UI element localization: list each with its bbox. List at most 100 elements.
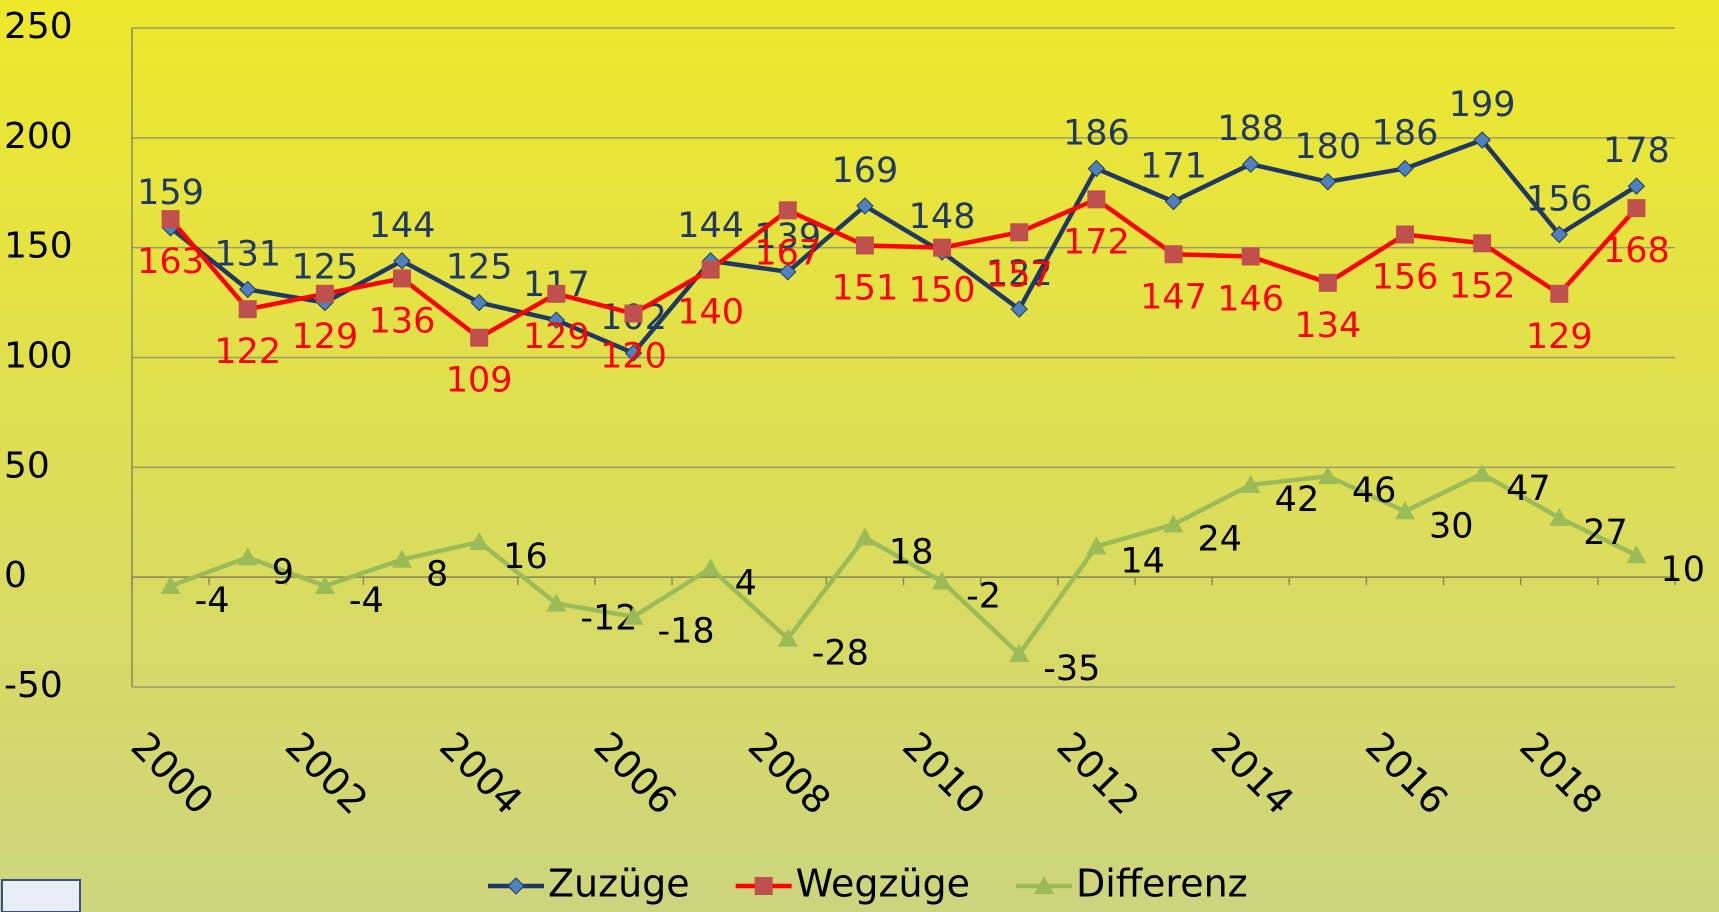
data-label: 169 <box>832 151 899 191</box>
marker <box>314 575 335 594</box>
marker <box>239 280 257 299</box>
data-label: 30 <box>1429 506 1474 546</box>
data-label: 136 <box>369 301 436 341</box>
marker <box>777 628 798 647</box>
data-label: 4 <box>735 563 757 603</box>
marker <box>624 344 643 362</box>
data-label: 122 <box>214 332 281 372</box>
marker <box>624 304 643 323</box>
marker <box>1317 466 1338 485</box>
data-label: 8 <box>426 555 448 595</box>
data-label: 47 <box>1506 469 1551 509</box>
marker <box>315 284 334 303</box>
y-tick-label: 250 <box>4 6 73 47</box>
data-label: 163 <box>137 242 204 282</box>
data-label: 131 <box>214 234 281 274</box>
data-label: 171 <box>1140 147 1207 187</box>
data-label: 134 <box>1294 306 1361 346</box>
marker <box>1394 501 1415 520</box>
data-label: 144 <box>677 206 744 246</box>
y-tick-label: -50 <box>4 665 63 706</box>
data-label: 151 <box>832 268 899 308</box>
marker <box>237 547 258 566</box>
data-label: 150 <box>909 271 976 311</box>
data-label: 140 <box>677 293 744 333</box>
data-label: 180 <box>1294 127 1361 167</box>
data-label: 16 <box>503 537 548 577</box>
marker <box>1087 159 1106 178</box>
marker <box>1164 245 1183 264</box>
marker <box>1009 644 1030 663</box>
series-line <box>169 137 1638 356</box>
marker <box>1010 223 1029 242</box>
marker <box>507 877 525 895</box>
data-label: 157 <box>986 255 1053 295</box>
data-label: 186 <box>1372 114 1439 154</box>
legend-label: Differenz <box>1076 862 1248 906</box>
marker <box>470 293 488 312</box>
marker <box>933 238 952 257</box>
data-label: -28 <box>812 634 869 674</box>
data-label: -35 <box>1043 649 1100 689</box>
data-label: 152 <box>1449 266 1516 306</box>
data-label: 156 <box>1372 257 1439 297</box>
marker <box>779 263 797 281</box>
marker <box>393 252 411 270</box>
marker <box>1087 190 1106 209</box>
marker <box>470 328 489 347</box>
series-line <box>168 197 1639 340</box>
marker <box>1318 273 1337 292</box>
marker <box>547 311 566 329</box>
data-label: 122 <box>986 254 1053 294</box>
series-line <box>169 471 1638 657</box>
data-label: 159 <box>137 173 204 213</box>
logo <box>1 879 81 912</box>
marker <box>547 284 566 303</box>
y-tick-label: 100 <box>4 336 73 377</box>
marker <box>1240 474 1261 493</box>
data-label: 9 <box>272 552 294 592</box>
legend-label: Wegzüge <box>796 862 970 906</box>
marker <box>1241 247 1260 266</box>
marker <box>1163 514 1184 533</box>
data-label: 27 <box>1583 513 1628 553</box>
data-label: 199 <box>1449 85 1516 125</box>
marker <box>754 877 773 895</box>
data-label: 148 <box>909 197 976 237</box>
marker <box>1550 284 1569 303</box>
y-tick-label: 200 <box>4 116 73 157</box>
marker <box>1396 159 1414 178</box>
marker <box>160 575 181 594</box>
data-label: 147 <box>1140 277 1207 317</box>
marker <box>161 210 180 229</box>
y-tick-label: 50 <box>4 445 50 486</box>
marker <box>856 197 874 215</box>
marker <box>623 606 644 625</box>
marker <box>469 532 490 551</box>
marker <box>1627 199 1646 218</box>
y-tick-label: 150 <box>4 226 73 267</box>
data-label: 129 <box>291 317 358 357</box>
marker <box>1550 225 1568 244</box>
marker <box>546 593 567 612</box>
marker <box>238 300 257 319</box>
data-label: 139 <box>754 217 821 257</box>
y-tick-label: 0 <box>4 555 27 596</box>
data-label: 146 <box>1217 279 1284 319</box>
marker <box>855 236 874 255</box>
marker <box>1319 173 1337 191</box>
marker <box>1034 876 1055 894</box>
data-label: 109 <box>446 361 513 401</box>
data-label: 42 <box>1275 480 1320 520</box>
data-label: 156 <box>1526 179 1593 219</box>
data-label: 129 <box>1526 317 1593 357</box>
data-label: 167 <box>754 233 821 273</box>
data-label: 129 <box>523 317 590 357</box>
data-label: 125 <box>291 248 358 288</box>
data-label: 14 <box>1120 541 1165 581</box>
marker <box>1395 225 1414 244</box>
marker <box>1241 155 1260 173</box>
